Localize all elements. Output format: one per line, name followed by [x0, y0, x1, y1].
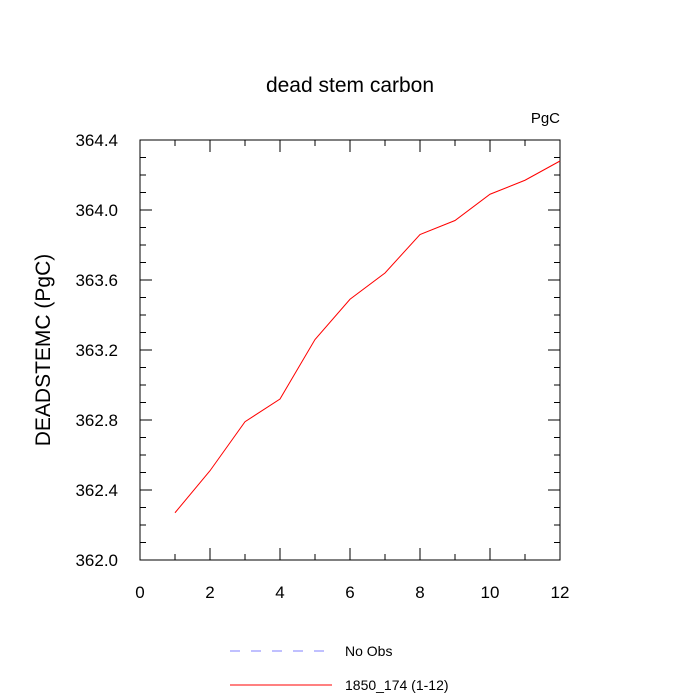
legend: No Obs 1850_174 (1-12)	[230, 643, 449, 693]
x-tick-label: 8	[415, 583, 424, 602]
chart-title: dead stem carbon	[266, 74, 434, 97]
y-tick-label: 363.2	[75, 341, 118, 360]
series-lines	[174, 160, 561, 514]
x-tick-label: 4	[275, 583, 284, 602]
series-line	[174, 160, 561, 514]
legend-label: No Obs	[345, 643, 392, 659]
x-tick-label: 12	[551, 583, 570, 602]
y-axis-label: DEADSTEMC (PgC)	[32, 254, 55, 447]
legend-label: 1850_174 (1-12)	[345, 677, 449, 693]
plot-frame	[139, 139, 561, 561]
x-tick-label: 6	[345, 583, 354, 602]
units-label: PgC	[531, 110, 560, 127]
y-tick-label: 364.0	[75, 201, 118, 220]
y-tick-label: 362.4	[75, 481, 118, 500]
x-tick-label: 2	[205, 583, 214, 602]
tick-labels: 0 2 4 6 8 10 12 362.0 362.4 362.8 363.2 363.6 364.0 3…	[75, 131, 569, 602]
y-tick-label: 362.8	[75, 411, 118, 430]
y-tick-label: 364.4	[75, 131, 118, 150]
axis-ticks	[139, 139, 561, 561]
x-tick-label: 10	[481, 583, 500, 602]
x-tick-label: 0	[135, 583, 144, 602]
y-tick-label: 362.0	[75, 551, 118, 570]
y-tick-label: 363.6	[75, 271, 118, 290]
